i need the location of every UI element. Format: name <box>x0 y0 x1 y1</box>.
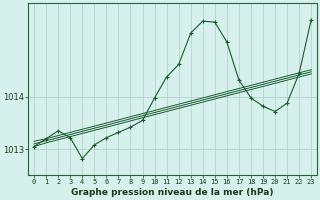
X-axis label: Graphe pression niveau de la mer (hPa): Graphe pression niveau de la mer (hPa) <box>71 188 274 197</box>
